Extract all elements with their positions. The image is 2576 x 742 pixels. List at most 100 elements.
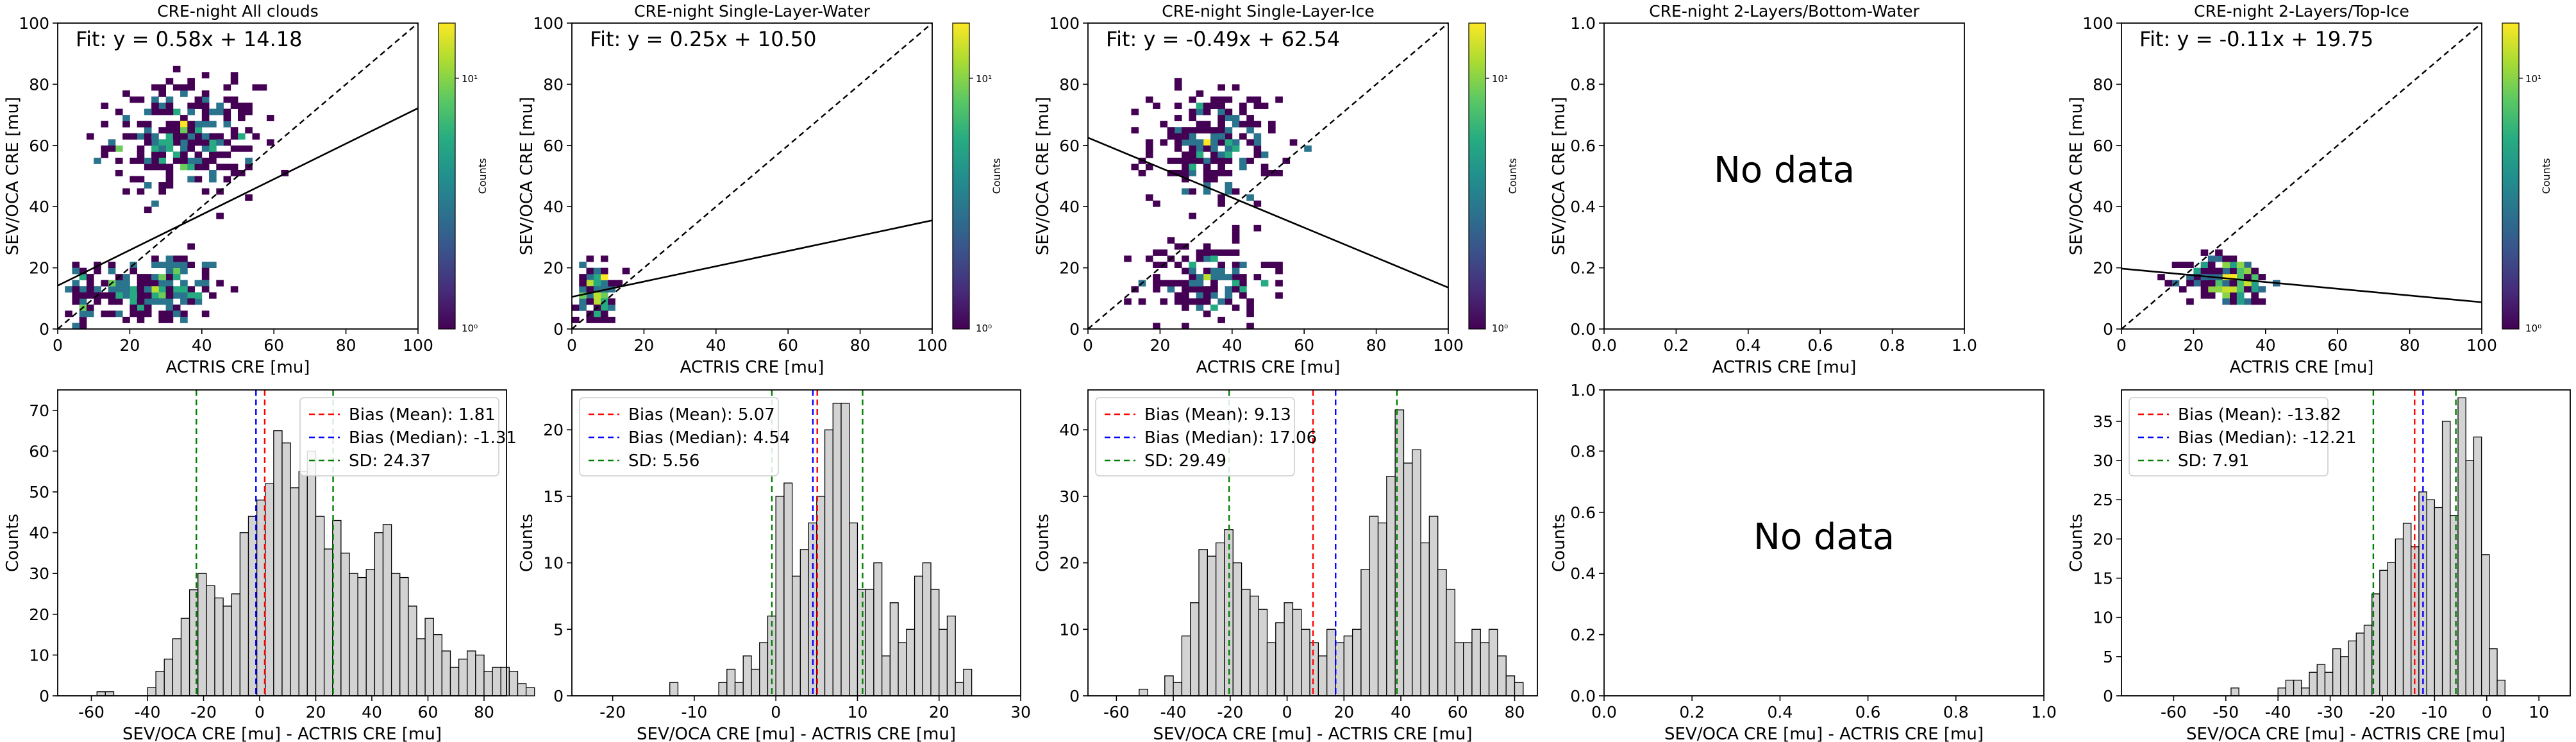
heatmap-cell	[209, 176, 217, 183]
histogram-bar	[906, 628, 916, 696]
histogram-bar	[298, 471, 308, 696]
heatmap-cell	[2251, 280, 2259, 287]
histogram-bar	[799, 549, 809, 696]
heatmap-cell	[187, 157, 195, 164]
heatmap-cell	[1217, 194, 1225, 201]
axes-frame	[1087, 22, 1449, 330]
heatmap-cell	[1189, 139, 1196, 146]
y-tick-label: 60	[29, 442, 49, 460]
histogram-bar	[180, 618, 190, 696]
heatmap-cell	[1167, 280, 1175, 287]
heatmap-cell	[1210, 176, 1218, 183]
heatmap-cell	[158, 292, 166, 299]
heatmap-cell	[72, 286, 80, 293]
histogram-bar	[1258, 609, 1268, 696]
heatmap-cell	[1131, 127, 1139, 134]
heatmap-cell	[2244, 274, 2252, 281]
histogram-bar	[2395, 538, 2404, 696]
heatmap-cell	[1203, 169, 1211, 176]
heatmap-cell	[615, 280, 623, 287]
heatmap-cell	[172, 286, 181, 293]
legend-entry: Bias (Median): -1.31	[349, 428, 517, 448]
heatmap-cell	[1153, 286, 1160, 293]
heatmap-cell	[201, 108, 210, 115]
heatmap-cell	[144, 207, 152, 214]
heatmap-cell	[608, 316, 615, 323]
heatmap-cell	[201, 274, 210, 281]
heatmap-cell	[216, 103, 224, 109]
heatmap-cell	[1167, 237, 1175, 244]
heatmap-cell	[144, 182, 152, 189]
x-tick-label: 40	[192, 336, 212, 355]
heatmap-cell	[1225, 139, 1233, 146]
colorbar-tick-label: 10¹	[2525, 73, 2541, 85]
heatmap-cell	[223, 121, 231, 128]
heatmap-cell	[180, 292, 188, 299]
heatmap-cell	[1196, 151, 1204, 158]
heatmap-cell	[122, 90, 130, 97]
heatmap-cell	[1225, 182, 1233, 189]
heatmap-cell	[600, 292, 608, 299]
heatmap-cell	[1275, 96, 1283, 103]
heatmap-cell	[1138, 298, 1146, 305]
histogram-bar	[424, 618, 434, 696]
heatmap-cell	[108, 292, 116, 299]
x-tick-label: 0	[771, 703, 781, 721]
heatmap-cell	[187, 164, 195, 171]
heatmap-cell	[1203, 164, 1211, 171]
heatmap-cell	[122, 280, 130, 287]
x-tick-label: 60	[2327, 336, 2348, 355]
heatmap-cell	[1246, 194, 1254, 201]
legend-box	[579, 397, 779, 476]
heatmap-cell	[1145, 96, 1153, 103]
heatmap-cell	[209, 157, 217, 164]
x-tick-label: -40	[2265, 703, 2291, 721]
y-tick-label: 30	[29, 564, 49, 583]
x-tick-label: 40	[362, 703, 382, 721]
heatmap-cell	[1232, 267, 1240, 274]
heatmap-cell	[1239, 103, 1247, 109]
heatmap-cell	[130, 304, 138, 311]
heatmap-cell	[2215, 286, 2223, 293]
heatmap-cell	[2229, 255, 2237, 262]
heatmap-cell	[2222, 255, 2230, 262]
heatmap-cell	[165, 121, 174, 128]
y-tick-label: 0	[39, 320, 49, 339]
heatmap-cell	[1246, 127, 1254, 134]
histogram-bar	[1497, 655, 1507, 696]
heatmap-cell	[72, 298, 80, 305]
heatmap-cell	[1260, 151, 1269, 158]
heatmap-cell	[2236, 280, 2245, 287]
heatmap-cell	[1239, 121, 1247, 128]
y-tick-label: 0.8	[1570, 442, 1596, 460]
heatmap-cell	[608, 304, 615, 311]
heatmap-cell	[1189, 157, 1196, 164]
x-tick-label: 10	[848, 703, 868, 721]
heatmap-cell	[1260, 280, 1269, 287]
heatmap-cell	[187, 84, 195, 91]
heatmap-cell	[1260, 164, 1269, 171]
colorbar	[952, 22, 970, 330]
heatmap-cell	[130, 267, 138, 274]
heatmap-cell	[209, 262, 217, 268]
heatmap-cell	[94, 157, 101, 164]
heatmap-cell	[79, 292, 87, 299]
heatmap-cell	[1203, 176, 1211, 183]
heatmap-cell	[194, 280, 203, 287]
heatmap-cell	[2200, 286, 2209, 293]
heatmap-cell	[593, 292, 601, 299]
colorbar-tick-label: 10⁰	[462, 323, 478, 334]
histogram-bar	[2348, 640, 2357, 696]
heatmap-cell	[1217, 127, 1225, 134]
y-tick-label: 15	[2093, 569, 2113, 588]
heatmap-cell	[2222, 286, 2230, 293]
heatmap-cell	[79, 310, 87, 317]
legend: Bias (Mean): 1.81 Bias (Median): -1.31 SD:…	[299, 397, 517, 476]
heatmap-cell	[572, 304, 580, 311]
x-tick-label: 10	[2529, 703, 2549, 721]
fit-line	[2121, 267, 2482, 303]
heatmap-cell	[1260, 103, 1269, 109]
heatmap-cell	[1268, 262, 1276, 268]
heatmap-cell	[1217, 151, 1225, 158]
heatmap-cell	[245, 194, 253, 201]
